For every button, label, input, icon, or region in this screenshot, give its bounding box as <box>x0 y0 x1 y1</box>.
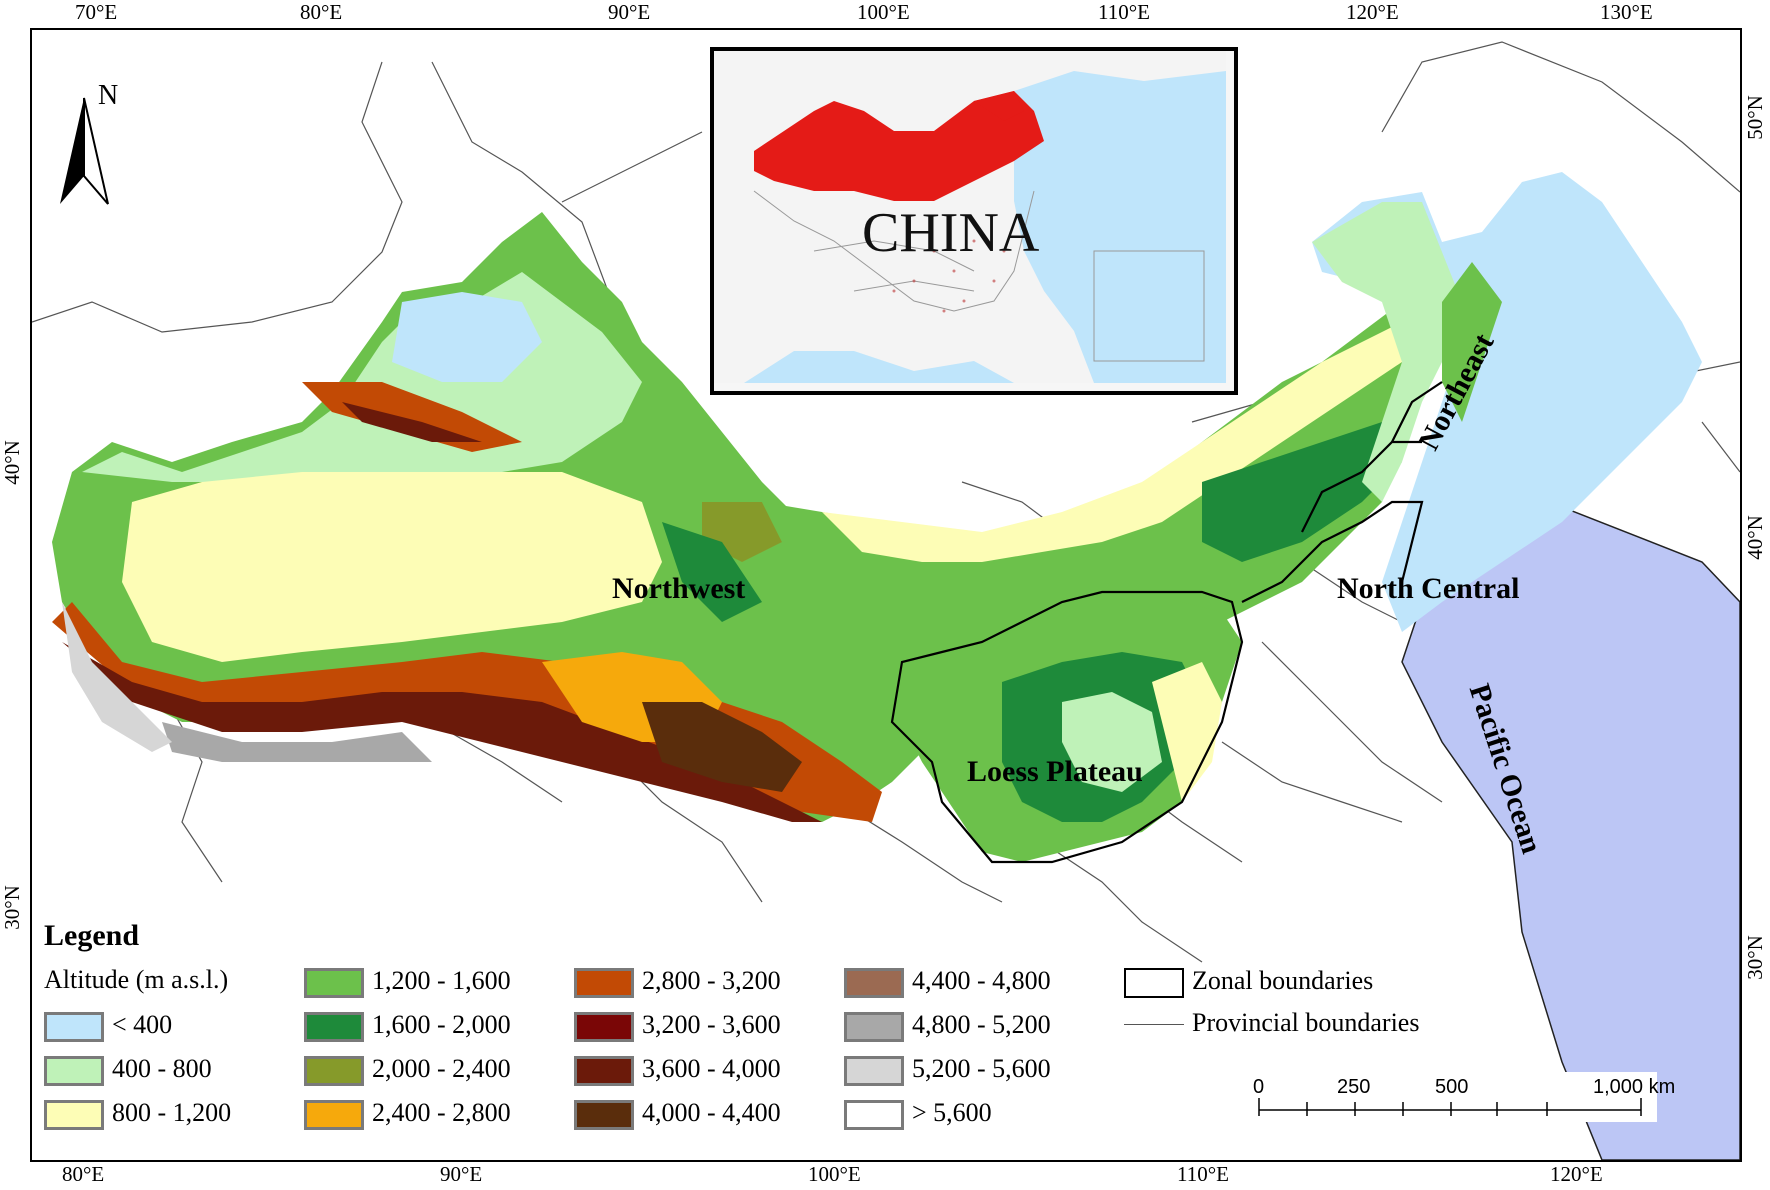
loess-east <box>1152 662 1222 802</box>
lon-tick-top: 110°E <box>1098 0 1150 24</box>
inner-mongolia-plateau <box>822 312 1422 562</box>
terrain-800 <box>122 472 662 662</box>
lon-tick-top: 70°E <box>75 0 118 24</box>
loess-valley <box>1062 692 1162 792</box>
northeast-uplands <box>1312 202 1462 502</box>
north-arrow-label: N <box>98 80 119 111</box>
lat-tick-right: 30°N <box>1742 935 1767 980</box>
inset-title: CHINA <box>862 202 1040 264</box>
lon-tick-bottom: 80°E <box>62 1162 105 1186</box>
map-frame: Northwest Northeast North Central Loess … <box>30 28 1742 1162</box>
region-label-north-central: North Central <box>1337 572 1520 605</box>
terrain-lowland <box>392 292 542 382</box>
north-arrow-icon <box>60 97 109 205</box>
terrain-1600 <box>662 522 762 622</box>
scale-bar-graphic <box>1258 1098 1642 1116</box>
terrain-5200 <box>62 602 172 752</box>
inset-canvas <box>714 51 1226 383</box>
region-label-loess-plateau: Loess Plateau <box>967 755 1143 788</box>
region-label-northwest: Northwest <box>612 572 746 605</box>
inset-map: CHINA <box>710 47 1238 395</box>
lat-tick-right: 40°N <box>1742 515 1767 560</box>
northeast-mountains <box>1442 262 1502 422</box>
lon-tick-bottom: 100°E <box>808 1162 861 1186</box>
inset-highlight <box>754 91 1044 201</box>
zonal-boundaries <box>890 381 1443 864</box>
north-central-ridge <box>1202 422 1402 562</box>
scale-tick-label: 250 <box>1337 1076 1371 1098</box>
terrain-4000 <box>642 702 802 792</box>
lat-tick-left: 40°N <box>0 440 24 485</box>
lon-tick-top: 120°E <box>1346 0 1399 24</box>
tianshan-core <box>342 402 482 442</box>
map-canvas <box>32 41 1740 1160</box>
inner-mongolia-green <box>762 282 1462 662</box>
lon-tick-bottom: 90°E <box>440 1162 483 1186</box>
scale-tick-label: 1,000 km <box>1593 1076 1676 1098</box>
terrain-4800 <box>162 722 432 762</box>
scale-tick-label: 500 <box>1435 1076 1469 1098</box>
tianshan-ridge <box>302 382 522 452</box>
lon-tick-top: 80°E <box>300 0 343 24</box>
lat-tick-left: 30°N <box>0 885 24 930</box>
terrain-3600 <box>62 642 822 822</box>
lon-tick-bottom: 120°E <box>1550 1162 1603 1186</box>
lat-tick-right: 50°N <box>1742 95 1767 140</box>
terrain-400 <box>82 272 642 482</box>
lon-tick-top: 100°E <box>857 0 910 24</box>
lon-tick-top: 130°E <box>1600 0 1653 24</box>
scale-bar: 0 250 500 1,000 km <box>1247 1072 1675 1122</box>
lon-tick-top: 90°E <box>608 0 651 24</box>
scale-tick-label: 0 <box>1253 1076 1265 1098</box>
lon-tick-bottom: 110°E <box>1177 1162 1229 1186</box>
